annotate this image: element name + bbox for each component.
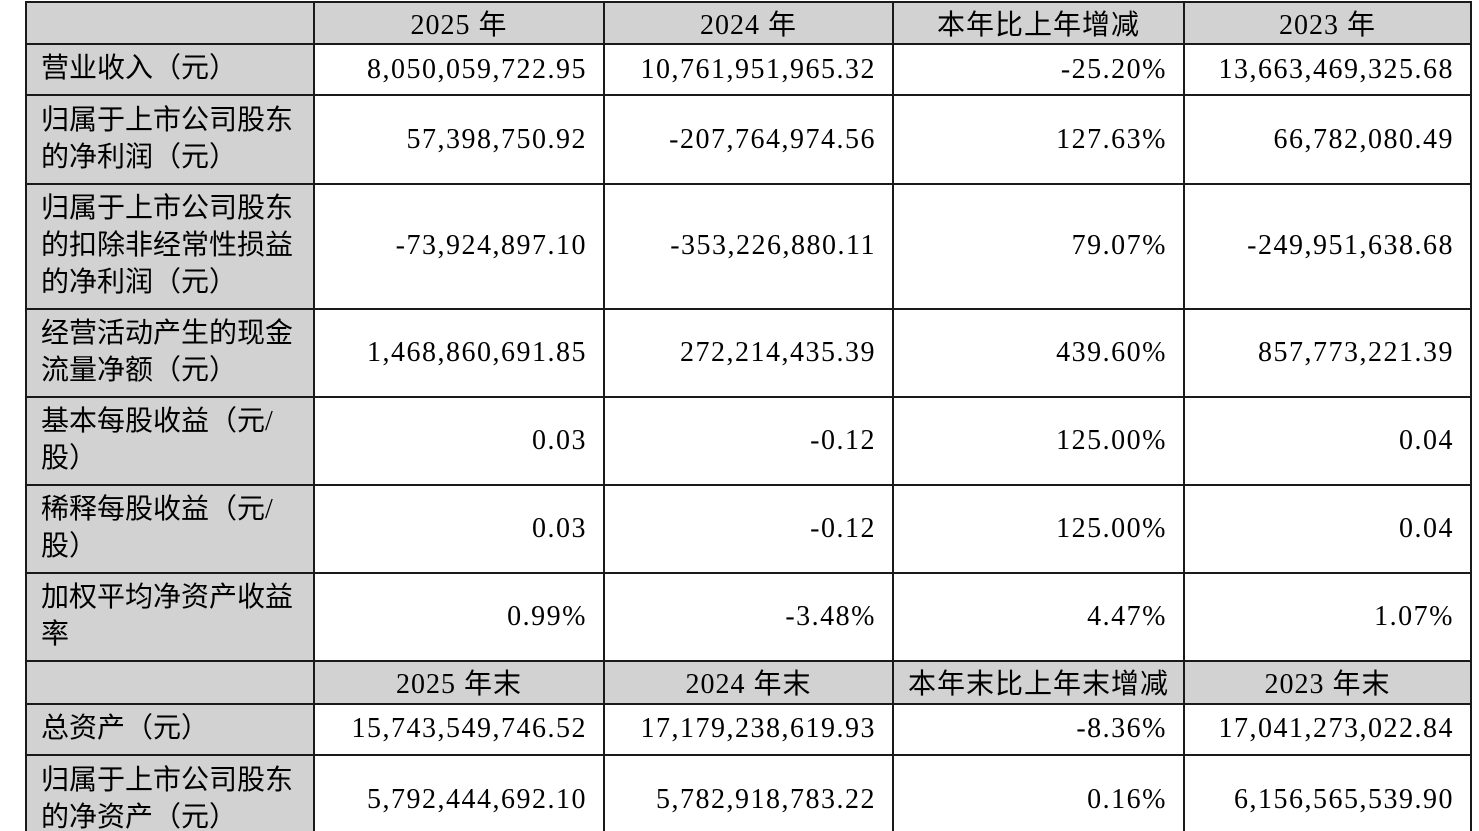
table-row-revenue: 营业收入（元） 8,050,059,722.95 10,761,951,965.… — [25, 43, 1472, 96]
cell-2023: 13,663,469,325.68 — [1183, 43, 1472, 96]
cell-2024: -207,764,974.56 — [603, 94, 894, 185]
cell-2025: 5,792,444,692.10 — [313, 753, 605, 831]
cell-2023: -249,951,638.68 — [1183, 183, 1472, 310]
col-header-end-change: 本年末比上年末增减 — [892, 659, 1185, 705]
row-label: 基本每股收益（元/股） — [25, 395, 315, 486]
cell-2024: -0.12 — [603, 395, 894, 486]
cell-change: 125.00% — [892, 395, 1185, 486]
table-row-net-profit-deducted: 归属于上市公司股东的扣除非经常性损益的净利润（元） -73,924,897.10… — [25, 183, 1472, 310]
corner-cell — [25, 1, 315, 45]
col-header-2023-end: 2023 年末 — [1183, 659, 1472, 705]
row-label: 稀释每股收益（元/股） — [25, 483, 315, 574]
row-label: 归属于上市公司股东的扣除非经常性损益的净利润（元） — [25, 183, 315, 310]
financial-table-container: 2025 年 2024 年 本年比上年增减 2023 年 营业收入（元） 8,0… — [25, 1, 1479, 831]
corner-cell — [25, 659, 315, 705]
table-row-weighted-roe: 加权平均净资产收益率 0.99% -3.48% 4.47% 1.07% — [25, 571, 1472, 662]
cell-2023: 0.04 — [1183, 483, 1472, 574]
cell-2023: 17,041,273,022.84 — [1183, 702, 1472, 756]
col-header-2025-end: 2025 年末 — [313, 659, 605, 705]
cell-change: -25.20% — [892, 43, 1185, 96]
cell-change: 79.07% — [892, 183, 1185, 310]
table-row-diluted-eps: 稀释每股收益（元/股） 0.03 -0.12 125.00% 0.04 — [25, 483, 1472, 574]
cell-2025: 1,468,860,691.85 — [313, 307, 605, 398]
cell-2024: -3.48% — [603, 571, 894, 662]
cell-change: 125.00% — [892, 483, 1185, 574]
cell-2024: 272,214,435.39 — [603, 307, 894, 398]
col-header-change: 本年比上年增减 — [892, 1, 1185, 45]
col-header-2024: 2024 年 — [603, 1, 894, 45]
row-label: 总资产（元） — [25, 702, 315, 756]
header-row-year-end: 2025 年末 2024 年末 本年末比上年末增减 2023 年末 — [25, 659, 1472, 705]
cell-2023: 0.04 — [1183, 395, 1472, 486]
cell-2024: 17,179,238,619.93 — [603, 702, 894, 756]
cell-2025: 0.03 — [313, 483, 605, 574]
cell-2023: 66,782,080.49 — [1183, 94, 1472, 185]
table-row-net-assets: 归属于上市公司股东的净资产（元） 5,792,444,692.10 5,782,… — [25, 753, 1472, 831]
col-header-2023: 2023 年 — [1183, 1, 1472, 45]
row-label: 归属于上市公司股东的净利润（元） — [25, 94, 315, 185]
cell-2023: 6,156,565,539.90 — [1183, 753, 1472, 831]
cell-change: 439.60% — [892, 307, 1185, 398]
cell-2024: -0.12 — [603, 483, 894, 574]
row-label: 归属于上市公司股东的净资产（元） — [25, 753, 315, 831]
col-header-2024-end: 2024 年末 — [603, 659, 894, 705]
row-label: 加权平均净资产收益率 — [25, 571, 315, 662]
cell-2025: 0.03 — [313, 395, 605, 486]
cell-2023: 857,773,221.39 — [1183, 307, 1472, 398]
cell-2025: 57,398,750.92 — [313, 94, 605, 185]
table-row-total-assets: 总资产（元） 15,743,549,746.52 17,179,238,619.… — [25, 702, 1472, 756]
financial-indicators-table: 2025 年 2024 年 本年比上年增减 2023 年 营业收入（元） 8,0… — [25, 1, 1472, 831]
cell-change: 127.63% — [892, 94, 1185, 185]
header-row-annual: 2025 年 2024 年 本年比上年增减 2023 年 — [25, 1, 1472, 45]
cell-2024: 10,761,951,965.32 — [603, 43, 894, 96]
cell-2024: 5,782,918,783.22 — [603, 753, 894, 831]
table-row-net-profit: 归属于上市公司股东的净利润（元） 57,398,750.92 -207,764,… — [25, 94, 1472, 185]
row-label: 营业收入（元） — [25, 43, 315, 96]
cell-2025: 8,050,059,722.95 — [313, 43, 605, 96]
col-header-2025: 2025 年 — [313, 1, 605, 45]
cell-2025: 15,743,549,746.52 — [313, 702, 605, 756]
cell-change: -8.36% — [892, 702, 1185, 756]
row-label: 经营活动产生的现金流量净额（元） — [25, 307, 315, 398]
cell-2025: 0.99% — [313, 571, 605, 662]
cell-2025: -73,924,897.10 — [313, 183, 605, 310]
cell-2023: 1.07% — [1183, 571, 1472, 662]
table-row-operating-cash-flow: 经营活动产生的现金流量净额（元） 1,468,860,691.85 272,21… — [25, 307, 1472, 398]
table-row-basic-eps: 基本每股收益（元/股） 0.03 -0.12 125.00% 0.04 — [25, 395, 1472, 486]
cell-2024: -353,226,880.11 — [603, 183, 894, 310]
cell-change: 4.47% — [892, 571, 1185, 662]
cell-change: 0.16% — [892, 753, 1185, 831]
